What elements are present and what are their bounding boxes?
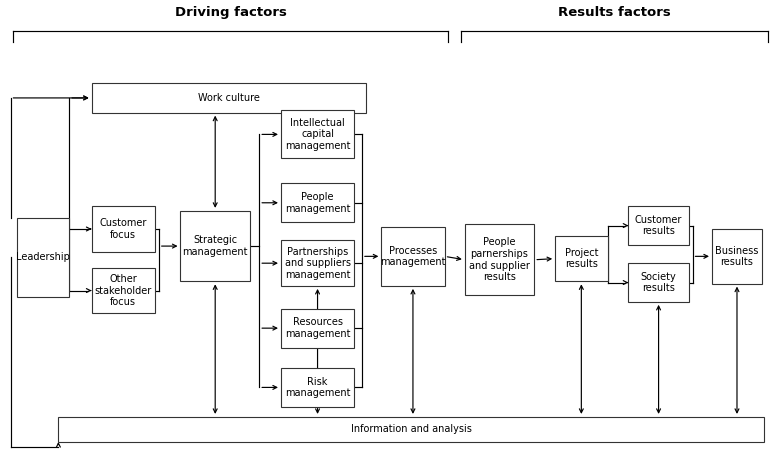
Text: Business
results: Business results — [715, 245, 759, 267]
Text: Work culture: Work culture — [198, 93, 260, 103]
Text: Information and analysis: Information and analysis — [351, 425, 471, 434]
Text: Risk
management: Risk management — [285, 377, 350, 398]
FancyBboxPatch shape — [464, 225, 534, 295]
FancyBboxPatch shape — [180, 211, 250, 281]
FancyBboxPatch shape — [281, 368, 354, 407]
Text: Resources
management: Resources management — [285, 317, 350, 339]
Text: People
parnerships
and supplier
results: People parnerships and supplier results — [469, 237, 530, 282]
Text: People
management: People management — [285, 192, 350, 213]
Text: Customer
results: Customer results — [635, 215, 682, 237]
FancyBboxPatch shape — [629, 206, 689, 245]
FancyBboxPatch shape — [712, 229, 762, 284]
Text: Customer
focus: Customer focus — [100, 218, 147, 240]
Text: Driving factors: Driving factors — [175, 6, 286, 19]
Text: Project
results: Project results — [565, 248, 598, 269]
FancyBboxPatch shape — [281, 309, 354, 347]
FancyBboxPatch shape — [381, 227, 444, 286]
FancyBboxPatch shape — [92, 268, 155, 313]
Text: Leadership: Leadership — [16, 253, 70, 262]
FancyBboxPatch shape — [281, 183, 354, 222]
FancyBboxPatch shape — [629, 263, 689, 302]
Text: Society
results: Society results — [641, 272, 676, 293]
FancyBboxPatch shape — [92, 83, 366, 113]
Text: Other
stakeholder
focus: Other stakeholder focus — [95, 274, 152, 307]
FancyBboxPatch shape — [281, 110, 354, 158]
Text: Strategic
management: Strategic management — [183, 235, 248, 257]
FancyBboxPatch shape — [16, 218, 69, 298]
FancyBboxPatch shape — [58, 417, 764, 442]
FancyBboxPatch shape — [92, 206, 155, 252]
Text: Intellectual
capital
management: Intellectual capital management — [285, 118, 350, 151]
FancyBboxPatch shape — [281, 240, 354, 286]
Text: Results factors: Results factors — [558, 6, 671, 19]
Text: Processes
management: Processes management — [380, 245, 446, 267]
Text: Partnerships
and suppliers
management: Partnerships and suppliers management — [285, 247, 351, 280]
FancyBboxPatch shape — [555, 236, 608, 281]
